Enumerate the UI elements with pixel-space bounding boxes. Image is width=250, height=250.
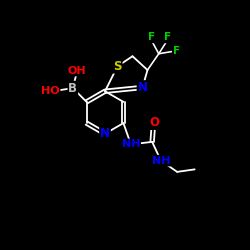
Text: F: F — [164, 32, 171, 42]
Text: NH: NH — [122, 139, 140, 149]
Text: F: F — [173, 46, 180, 56]
Text: O: O — [150, 116, 160, 129]
Text: HO: HO — [41, 86, 60, 96]
Text: N: N — [138, 81, 147, 94]
Text: NH: NH — [152, 156, 170, 166]
Text: F: F — [148, 32, 155, 42]
Text: B: B — [68, 82, 77, 94]
Text: N: N — [100, 127, 110, 140]
Text: S: S — [113, 60, 122, 73]
Text: OH: OH — [67, 66, 86, 76]
